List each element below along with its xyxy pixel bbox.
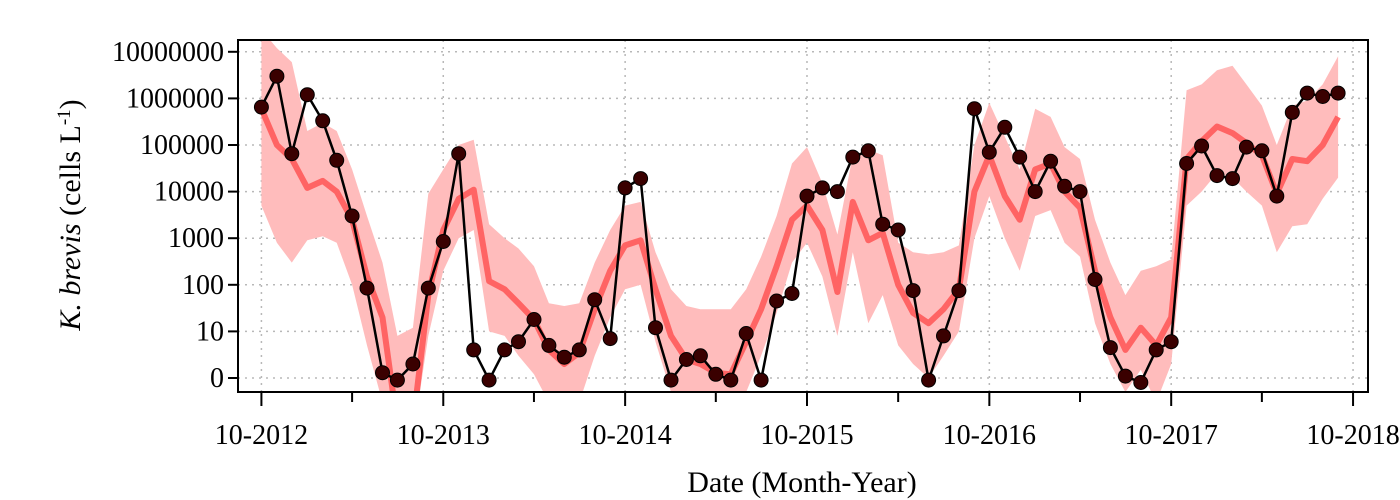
y-axis-ticks: 0 10 100 1000 10000 100000 1000000 10000000 bbox=[112, 37, 238, 394]
observed-point bbox=[875, 216, 891, 232]
observed-point bbox=[1330, 85, 1346, 101]
observed-point bbox=[526, 312, 542, 327]
observed-point bbox=[481, 372, 497, 388]
observed-point bbox=[1269, 188, 1285, 204]
observed-point bbox=[997, 119, 1013, 135]
observed-point bbox=[648, 320, 663, 336]
observed-point bbox=[299, 87, 315, 103]
observed-point bbox=[511, 334, 526, 350]
observed-point bbox=[1072, 184, 1088, 200]
observed-point bbox=[284, 146, 300, 162]
y-axis-title-species: K. brevis bbox=[54, 223, 87, 331]
observed-point bbox=[541, 337, 557, 353]
observed-point bbox=[1163, 334, 1179, 350]
x-tick-label: 10-2018 bbox=[1306, 420, 1399, 451]
observed-point bbox=[1102, 340, 1118, 356]
observed-point bbox=[1299, 85, 1315, 101]
observed-point bbox=[587, 292, 603, 308]
observed-point bbox=[602, 331, 618, 347]
observed-point bbox=[1027, 184, 1043, 200]
observed-point bbox=[951, 283, 967, 299]
y-axis-title-unit-exponent: -1 bbox=[54, 109, 75, 125]
observed-point bbox=[435, 234, 451, 249]
observed-point bbox=[571, 342, 587, 358]
plot-frame bbox=[237, 39, 1369, 393]
y-tick-label: 10000000 bbox=[112, 37, 224, 68]
observed-point bbox=[389, 372, 405, 388]
observed-point bbox=[860, 143, 876, 159]
observed-point bbox=[466, 342, 482, 358]
observed-point bbox=[556, 349, 572, 365]
observed-point bbox=[1043, 153, 1059, 169]
y-tick-label: 1000000 bbox=[126, 83, 224, 114]
observed-point bbox=[708, 366, 724, 382]
x-tick-label: 10-2012 bbox=[215, 420, 308, 451]
x-tick-label: 10-2016 bbox=[943, 420, 1036, 451]
observed-point bbox=[420, 280, 436, 296]
observed-point bbox=[890, 222, 906, 238]
observed-point bbox=[905, 283, 921, 299]
observed-point bbox=[405, 356, 421, 372]
observed-point bbox=[845, 149, 861, 165]
x-tick-label: 10-2015 bbox=[760, 420, 853, 451]
observed-point bbox=[966, 101, 982, 117]
x-tick-label: 10-2014 bbox=[578, 420, 671, 451]
y-axis-title: K. brevis (cells L-1) bbox=[54, 99, 88, 331]
observed-point bbox=[315, 113, 331, 129]
observed-point bbox=[1194, 138, 1210, 154]
observed-point bbox=[375, 365, 390, 381]
observed-point bbox=[1238, 139, 1254, 155]
x-axis-ticks: 10-2012 10-2013 10-2014 10-2015 10-2016 10-20… bbox=[215, 392, 1400, 451]
observed-point bbox=[738, 326, 754, 341]
x-tick-label: 10-2017 bbox=[1125, 420, 1218, 451]
observed-point bbox=[1225, 171, 1240, 187]
y-tick-label: 100 bbox=[182, 270, 224, 301]
x-axis-title: Date (Month-Year) bbox=[687, 466, 916, 499]
observed-point bbox=[1209, 168, 1225, 184]
y-axis-title-unit-close: ) bbox=[54, 99, 87, 109]
observed-point bbox=[692, 348, 708, 364]
observed-point bbox=[814, 180, 830, 196]
y-tick-label: 10 bbox=[196, 316, 224, 347]
observed-point bbox=[981, 144, 997, 160]
observed-point bbox=[1117, 368, 1133, 384]
observed-point bbox=[723, 372, 739, 388]
observed-point bbox=[1284, 104, 1300, 120]
observed-point bbox=[497, 342, 513, 358]
y-axis-title-unit: (cells L bbox=[54, 125, 87, 223]
observed-point bbox=[1148, 342, 1164, 358]
observed-point bbox=[784, 286, 800, 301]
observed-point bbox=[678, 352, 694, 367]
observed-series bbox=[253, 68, 1346, 390]
y-tick-label: 100000 bbox=[140, 130, 224, 161]
observed-point bbox=[1012, 149, 1028, 165]
observed-point bbox=[633, 171, 649, 187]
observed-point bbox=[329, 152, 345, 168]
observed-point bbox=[1133, 375, 1149, 390]
observed-point bbox=[1087, 272, 1103, 287]
x-tick-label: 10-2013 bbox=[397, 420, 490, 451]
observed-point bbox=[617, 180, 633, 196]
observed-point bbox=[663, 372, 679, 388]
observed-point bbox=[753, 372, 769, 388]
y-tick-label: 0 bbox=[210, 363, 224, 394]
observed-point bbox=[269, 68, 285, 84]
observed-point bbox=[1315, 89, 1331, 104]
observed-point bbox=[936, 328, 951, 344]
observed-point bbox=[253, 99, 269, 115]
observed-point bbox=[1057, 178, 1073, 194]
observed-point bbox=[344, 208, 360, 224]
observed-point bbox=[359, 280, 375, 296]
observed-point bbox=[451, 146, 467, 162]
observed-point bbox=[921, 372, 937, 388]
observed-point bbox=[769, 293, 785, 309]
observed-point bbox=[829, 184, 845, 200]
observed-point bbox=[1254, 143, 1270, 159]
observed-point bbox=[1179, 156, 1195, 171]
observed-point bbox=[799, 188, 815, 204]
y-tick-label: 10000 bbox=[154, 177, 224, 208]
y-tick-label: 1000 bbox=[168, 223, 224, 254]
